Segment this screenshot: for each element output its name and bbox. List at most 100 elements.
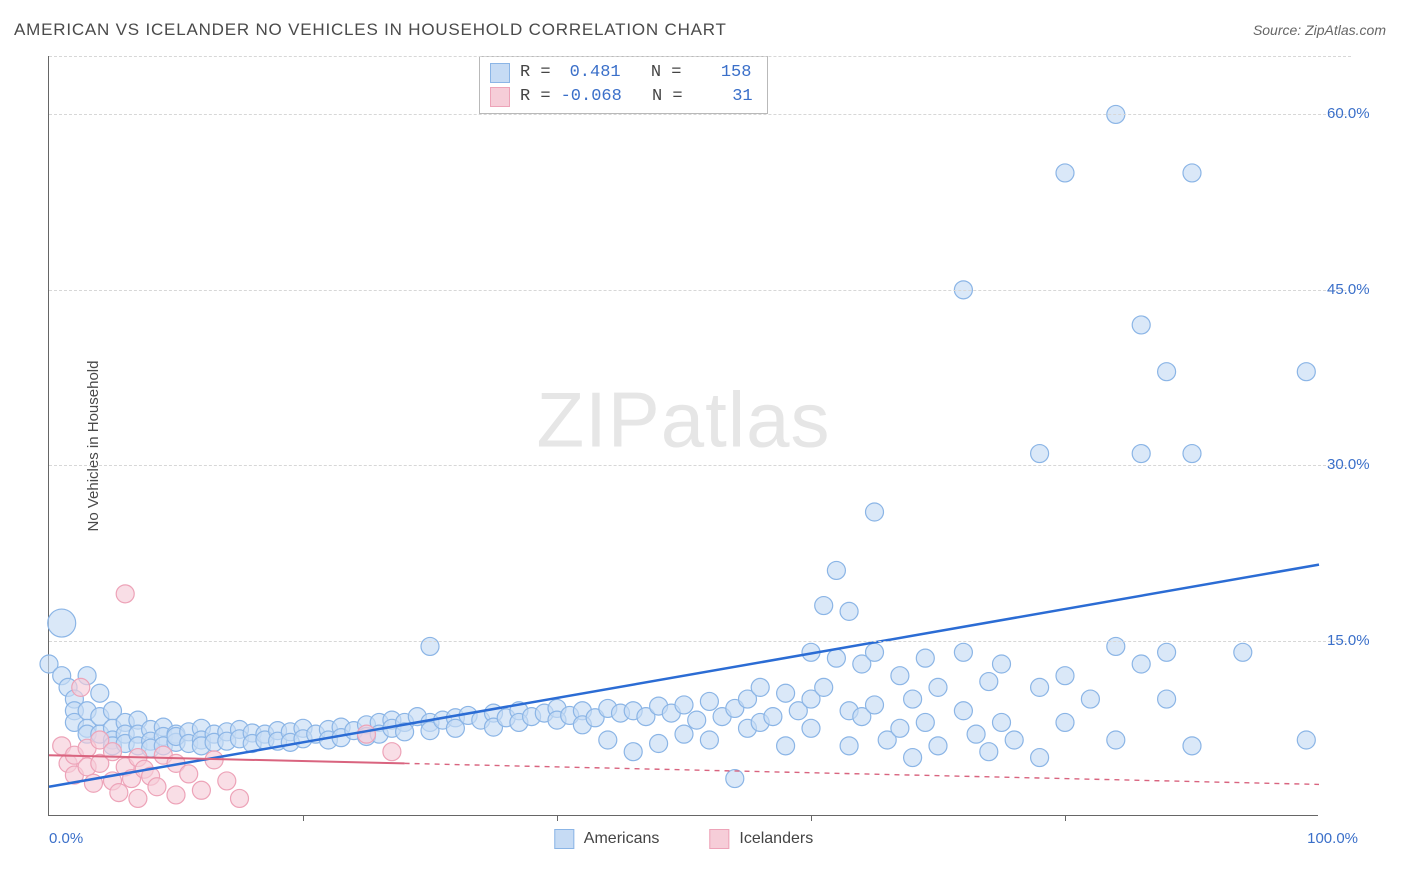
legend-item-icelanders: Icelanders (709, 829, 813, 849)
scatter-point (231, 789, 249, 807)
scatter-point (700, 731, 718, 749)
scatter-point (1297, 363, 1315, 381)
scatter-point (1183, 445, 1201, 463)
scatter-point (1234, 643, 1252, 661)
scatter-point (777, 684, 795, 702)
source-attribution: Source: ZipAtlas.com (1253, 22, 1386, 38)
scatter-point (688, 711, 706, 729)
scatter-point (129, 789, 147, 807)
scatter-point (777, 737, 795, 755)
scatter-point (916, 713, 934, 731)
scatter-point (1297, 731, 1315, 749)
legend-label-americans: Americans (584, 830, 660, 848)
gridline (49, 56, 1351, 57)
scatter-point (383, 743, 401, 761)
scatter-point (751, 678, 769, 696)
scatter-point (993, 655, 1011, 673)
scatter-point (1031, 678, 1049, 696)
scatter-point (48, 609, 76, 637)
scatter-point (148, 778, 166, 796)
y-tick-label: 30.0% (1327, 456, 1370, 473)
scatter-point (866, 503, 884, 521)
scatter-point (1031, 445, 1049, 463)
y-tick-label: 60.0% (1327, 105, 1370, 122)
scatter-point (116, 585, 134, 603)
scatter-point (815, 597, 833, 615)
x-tick (557, 815, 558, 821)
scatter-point (358, 725, 376, 743)
chart-svg (49, 56, 1318, 815)
scatter-point (904, 749, 922, 767)
scatter-point (1132, 445, 1150, 463)
scatter-point (1183, 164, 1201, 182)
scatter-point (726, 770, 744, 788)
legend-item-americans: Americans (554, 829, 660, 849)
scatter-point (675, 696, 693, 714)
chart-title: AMERICAN VS ICELANDER NO VEHICLES IN HOU… (14, 20, 727, 40)
x-tick (1065, 815, 1066, 821)
scatter-point (891, 667, 909, 685)
legend-swatch-icelanders (709, 829, 729, 849)
y-tick-label: 15.0% (1327, 632, 1370, 649)
trend-line (49, 565, 1319, 787)
scatter-point (192, 781, 210, 799)
legend-label-icelanders: Icelanders (739, 830, 813, 848)
gridline (49, 641, 1351, 642)
x-tick (303, 815, 304, 821)
scatter-point (624, 743, 642, 761)
scatter-point (1056, 164, 1074, 182)
scatter-point (840, 737, 858, 755)
scatter-point (980, 743, 998, 761)
y-tick-label: 45.0% (1327, 281, 1370, 298)
scatter-point (110, 784, 128, 802)
scatter-point (840, 602, 858, 620)
scatter-point (675, 725, 693, 743)
scatter-point (954, 643, 972, 661)
scatter-point (1132, 655, 1150, 673)
scatter-point (904, 690, 922, 708)
gridline (49, 114, 1351, 115)
scatter-point (866, 696, 884, 714)
scatter-point (891, 719, 909, 737)
scatter-point (1005, 731, 1023, 749)
scatter-point (980, 673, 998, 691)
scatter-point (1158, 363, 1176, 381)
scatter-point (167, 786, 185, 804)
scatter-point (993, 713, 1011, 731)
scatter-point (1056, 667, 1074, 685)
scatter-point (1107, 731, 1125, 749)
plot-area: ZIPatlas R = 0.481 N = 158 R = -0.068 N … (48, 56, 1318, 816)
scatter-point (104, 743, 122, 761)
gridline (49, 465, 1351, 466)
scatter-point (1183, 737, 1201, 755)
scatter-point (1056, 713, 1074, 731)
scatter-point (815, 678, 833, 696)
x-tick (811, 815, 812, 821)
scatter-point (866, 643, 884, 661)
scatter-point (764, 708, 782, 726)
scatter-point (650, 735, 668, 753)
scatter-point (929, 678, 947, 696)
gridline (49, 290, 1351, 291)
scatter-point (1158, 690, 1176, 708)
scatter-point (827, 649, 845, 667)
scatter-point (180, 765, 198, 783)
scatter-point (1031, 749, 1049, 767)
scatter-point (1132, 316, 1150, 334)
scatter-point (700, 692, 718, 710)
x-tick-label-min: 0.0% (49, 830, 83, 847)
scatter-point (1158, 643, 1176, 661)
scatter-point (967, 725, 985, 743)
scatter-point (1081, 690, 1099, 708)
scatter-point (802, 719, 820, 737)
scatter-point (72, 678, 90, 696)
legend-bottom: Americans Icelanders (554, 829, 813, 849)
scatter-point (218, 772, 236, 790)
trend-line-extrapolated (405, 763, 1319, 784)
scatter-point (599, 731, 617, 749)
x-tick-label-max: 100.0% (1307, 830, 1358, 847)
scatter-point (929, 737, 947, 755)
scatter-point (827, 561, 845, 579)
scatter-point (954, 702, 972, 720)
scatter-point (91, 684, 109, 702)
